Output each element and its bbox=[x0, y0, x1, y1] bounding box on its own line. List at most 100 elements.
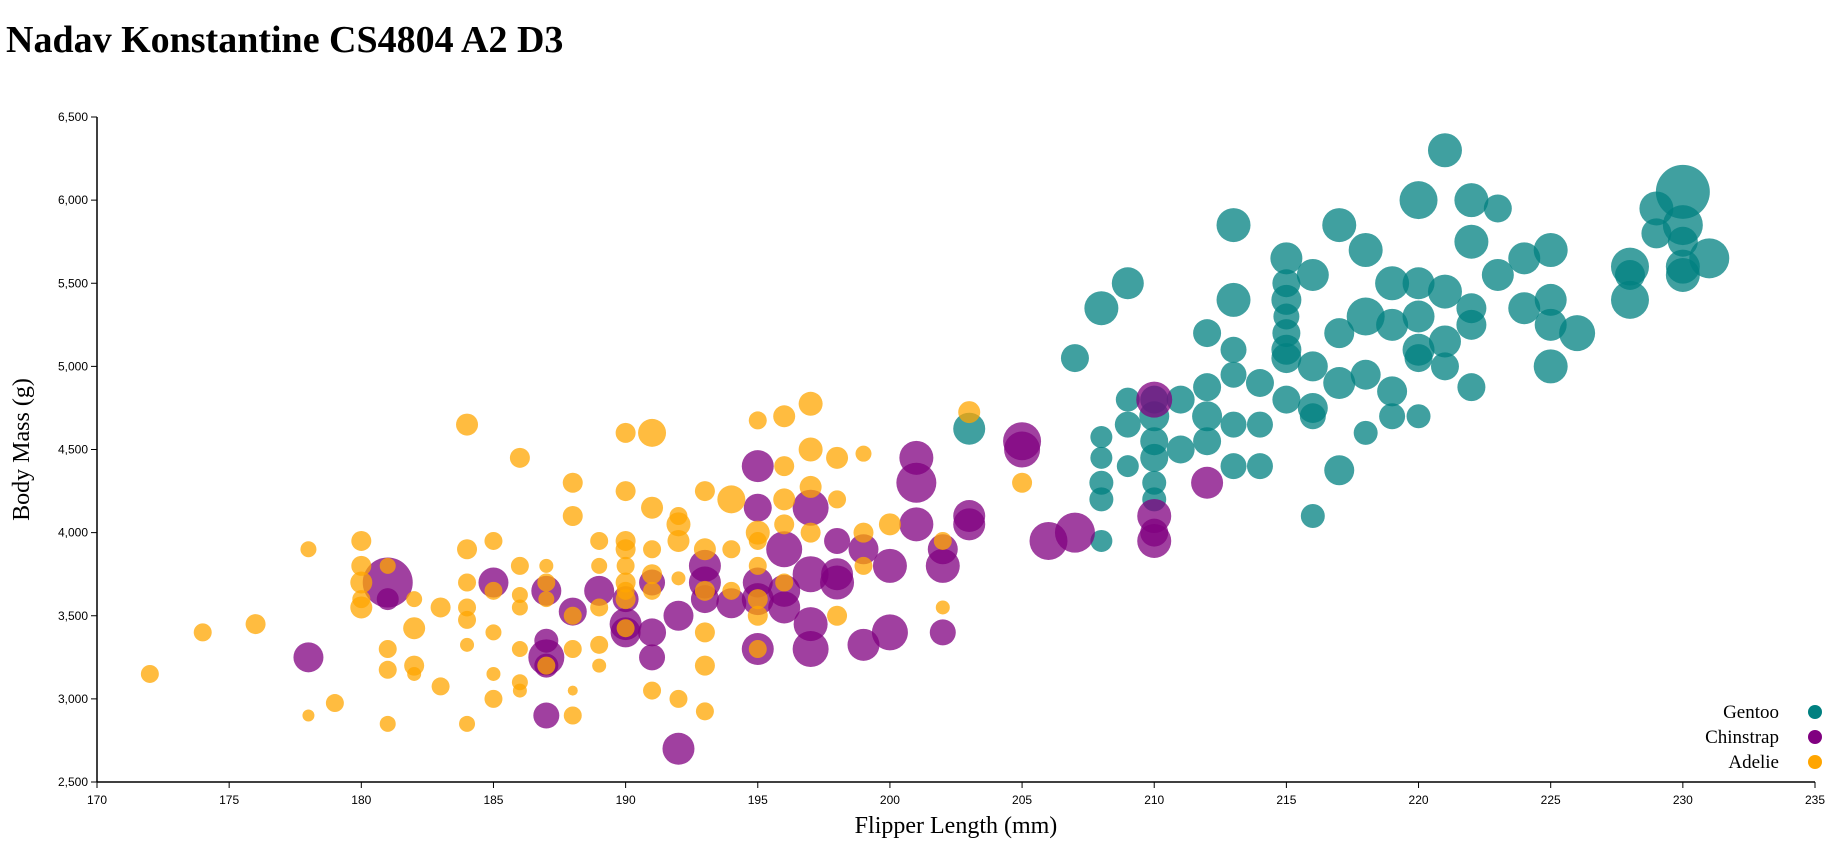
point-gentoo bbox=[1114, 411, 1141, 438]
point-adelie bbox=[512, 683, 527, 698]
point-adelie bbox=[854, 556, 873, 575]
point-adelie bbox=[643, 540, 662, 559]
point-gentoo bbox=[1454, 224, 1489, 259]
point-gentoo bbox=[1271, 343, 1302, 374]
point-adelie bbox=[747, 605, 768, 626]
point-adelie bbox=[140, 664, 159, 683]
point-gentoo bbox=[1533, 349, 1568, 384]
point-chinstrap bbox=[741, 450, 774, 483]
y-axis: 2,500 3,000 3,500 4,000 4,500 5,000 5,500 6,000… bbox=[58, 110, 98, 789]
point-gentoo bbox=[1322, 208, 1357, 243]
point-gentoo bbox=[1193, 427, 1222, 456]
point-adelie bbox=[300, 541, 317, 558]
point-adelie bbox=[562, 472, 583, 493]
point-adelie bbox=[800, 522, 821, 543]
point-adelie bbox=[775, 573, 794, 592]
point-adelie bbox=[878, 513, 901, 536]
point-adelie bbox=[430, 597, 451, 618]
point-chinstrap bbox=[293, 642, 324, 673]
x-tick: 190 bbox=[616, 782, 636, 807]
x-tick-label: 235 bbox=[1805, 793, 1825, 807]
x-tick: 210 bbox=[1144, 782, 1165, 807]
point-chinstrap bbox=[766, 531, 803, 568]
point-gentoo bbox=[1430, 352, 1459, 381]
y-tick: 3,500 bbox=[58, 609, 97, 623]
point-adelie bbox=[853, 522, 874, 543]
point-gentoo bbox=[1348, 233, 1383, 267]
point-adelie bbox=[695, 702, 714, 721]
point-chinstrap bbox=[376, 588, 399, 611]
point-adelie bbox=[773, 488, 796, 511]
legend-item-adelie: Adelie bbox=[1728, 752, 1822, 773]
point-adelie bbox=[431, 677, 450, 696]
point-adelie bbox=[193, 623, 212, 642]
point-adelie bbox=[748, 411, 767, 430]
point-adelie bbox=[773, 405, 796, 428]
point-adelie bbox=[403, 617, 426, 640]
point-chinstrap bbox=[1136, 381, 1173, 418]
y-tick: 5,000 bbox=[58, 359, 97, 373]
point-chinstrap bbox=[1137, 523, 1172, 558]
point-gentoo bbox=[1402, 267, 1435, 300]
point-gentoo bbox=[1457, 373, 1486, 402]
y-tick: 6,000 bbox=[58, 193, 97, 207]
y-axis-title: Body Mass (g) bbox=[9, 378, 35, 521]
point-adelie bbox=[539, 558, 554, 573]
point-gentoo bbox=[1324, 455, 1355, 486]
point-gentoo bbox=[1402, 300, 1435, 333]
point-chinstrap bbox=[662, 732, 695, 765]
series-adelie bbox=[140, 391, 1033, 732]
point-chinstrap bbox=[871, 614, 908, 651]
point-adelie bbox=[666, 512, 691, 537]
point-adelie bbox=[456, 413, 479, 436]
point-gentoo bbox=[1404, 344, 1433, 373]
point-gentoo bbox=[1272, 385, 1301, 414]
x-tick: 180 bbox=[351, 782, 372, 807]
point-adelie bbox=[722, 581, 741, 600]
legend-label: Chinstrap bbox=[1705, 727, 1779, 748]
series-chinstrap bbox=[293, 381, 1224, 765]
point-gentoo bbox=[1534, 283, 1567, 316]
point-adelie bbox=[567, 685, 578, 696]
series-gentoo bbox=[953, 133, 1730, 552]
point-adelie bbox=[855, 445, 872, 462]
point-adelie bbox=[799, 475, 822, 498]
point-chinstrap bbox=[872, 548, 907, 583]
point-adelie bbox=[694, 481, 715, 502]
point-gentoo bbox=[1346, 297, 1385, 336]
point-chinstrap bbox=[896, 462, 937, 503]
y-tick-label: 6,000 bbox=[58, 193, 88, 207]
x-tick: 215 bbox=[1276, 782, 1297, 807]
point-chinstrap bbox=[1191, 466, 1224, 499]
x-tick-label: 210 bbox=[1144, 793, 1164, 807]
x-axis-title: Flipper Length (mm) bbox=[855, 813, 1058, 839]
point-chinstrap bbox=[792, 489, 829, 526]
points-layer bbox=[140, 133, 1730, 765]
point-gentoo bbox=[1508, 242, 1541, 275]
point-gentoo bbox=[1350, 359, 1381, 390]
point-gentoo bbox=[1220, 336, 1247, 363]
point-gentoo bbox=[1299, 403, 1326, 430]
point-gentoo bbox=[1483, 194, 1512, 223]
point-adelie bbox=[458, 573, 477, 592]
y-tick-label: 3,000 bbox=[58, 692, 88, 706]
point-adelie bbox=[694, 655, 715, 676]
legend-label: Gentoo bbox=[1723, 702, 1779, 723]
point-adelie bbox=[694, 580, 715, 601]
point-chinstrap bbox=[848, 534, 879, 565]
point-adelie bbox=[748, 531, 767, 550]
y-tick: 2,500 bbox=[58, 775, 97, 789]
y-tick: 4,000 bbox=[58, 526, 97, 540]
point-chinstrap bbox=[639, 644, 666, 671]
y-tick: 5,500 bbox=[58, 276, 97, 290]
point-adelie bbox=[458, 598, 477, 617]
point-adelie bbox=[616, 556, 635, 575]
point-adelie bbox=[511, 586, 528, 603]
point-gentoo bbox=[1559, 315, 1596, 352]
point-adelie bbox=[562, 506, 583, 526]
point-adelie bbox=[509, 447, 530, 468]
x-tick: 235 bbox=[1805, 782, 1825, 807]
point-adelie bbox=[460, 637, 475, 652]
point-adelie bbox=[591, 557, 608, 574]
